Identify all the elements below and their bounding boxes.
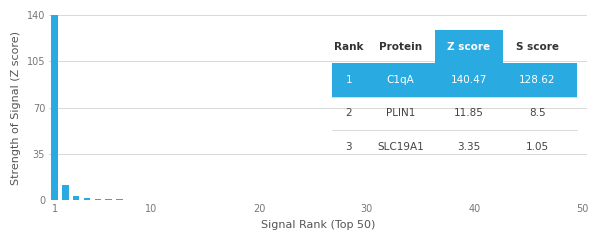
Text: Z score: Z score	[448, 41, 490, 52]
Bar	[116, 199, 122, 200]
Text: 3: 3	[346, 141, 352, 152]
Text: 1.05: 1.05	[526, 141, 549, 152]
Y-axis label: Strength of Signal (Z score): Strength of Signal (Z score)	[11, 31, 21, 185]
Text: Rank: Rank	[334, 41, 364, 52]
X-axis label: Signal Rank (Top 50): Signal Rank (Top 50)	[261, 220, 376, 230]
Bar	[332, 63, 577, 97]
Bar	[434, 30, 503, 63]
Text: S score: S score	[516, 41, 559, 52]
Text: 8.5: 8.5	[529, 108, 546, 118]
Text: SLC19A1: SLC19A1	[377, 141, 424, 152]
Bar	[62, 185, 69, 200]
Text: 2: 2	[346, 108, 352, 118]
Text: 11.85: 11.85	[454, 108, 484, 118]
Text: 128.62: 128.62	[519, 75, 556, 85]
Text: 1: 1	[346, 75, 352, 85]
Bar	[105, 199, 112, 200]
Bar	[73, 196, 79, 200]
Bar	[52, 14, 58, 200]
Text: 140.47: 140.47	[451, 75, 487, 85]
Text: 3.35: 3.35	[457, 141, 481, 152]
Bar	[95, 199, 101, 200]
Bar	[84, 198, 90, 200]
Text: PLIN1: PLIN1	[386, 108, 415, 118]
Text: Protein: Protein	[379, 41, 422, 52]
Text: C1qA: C1qA	[386, 75, 414, 85]
